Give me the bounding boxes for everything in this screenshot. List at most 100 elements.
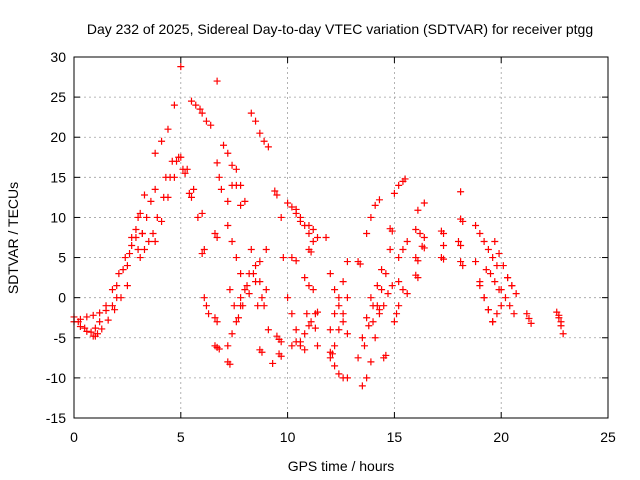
data-point: [228, 330, 236, 338]
axis-ticks: 0 5 10 15 20 25 -15 -10 -5 0 5 10 15 20 25 30: [46, 49, 616, 445]
data-series-arc-34: [271, 187, 281, 199]
data-point: [375, 310, 383, 318]
data-point: [234, 314, 242, 322]
data-point: [217, 185, 225, 193]
data-series-arc-15: [198, 109, 215, 129]
data-point: [273, 191, 281, 199]
data-point: [335, 326, 343, 334]
data-point: [416, 229, 424, 237]
data-point: [314, 342, 322, 350]
data-series-arc-67: [395, 238, 411, 262]
data-point: [249, 270, 257, 278]
y-tick-label: 30: [50, 49, 66, 65]
x-tick-label: 10: [280, 429, 296, 445]
data-series-arc-85: [476, 282, 505, 326]
plot-frame: [73, 56, 609, 419]
data-series-arc-89: [504, 274, 520, 298]
data-series-arc-23: [211, 342, 223, 353]
data-series-arc-28: [226, 278, 260, 322]
data-point: [213, 159, 221, 167]
x-tick-label: 5: [177, 429, 185, 445]
data-point: [153, 213, 161, 221]
data-series-arc-35: [273, 332, 285, 346]
data-point: [258, 348, 266, 356]
data-point: [220, 141, 228, 149]
data-point: [343, 374, 351, 382]
data-series-arc-45: [303, 310, 319, 332]
data-point: [487, 270, 495, 278]
y-tick-label: 0: [58, 290, 66, 306]
data-point: [480, 238, 488, 246]
data-point: [367, 294, 375, 302]
data-point: [292, 326, 300, 334]
data-point: [262, 246, 270, 254]
data-series-arc-77: [437, 254, 448, 263]
data-series-arc-38: [279, 254, 287, 262]
data-series-arc-31: [247, 109, 272, 151]
data-point: [309, 225, 317, 233]
data-point: [335, 294, 343, 302]
data-point: [497, 302, 505, 310]
data-point: [331, 342, 339, 350]
data-point: [205, 310, 213, 318]
data-series-arc-04: [91, 282, 131, 340]
data-point: [343, 330, 351, 338]
data-point: [277, 213, 285, 221]
data-point: [264, 326, 272, 334]
data-series-arc-22: [211, 314, 221, 326]
data-point: [322, 234, 330, 241]
data-series-arc-03: [76, 294, 121, 323]
data-point: [224, 149, 232, 157]
data-point: [420, 199, 428, 207]
data-point: [160, 193, 168, 201]
data-point: [158, 217, 166, 225]
data-series-arc-42: [288, 338, 309, 354]
data-series-arc-19: [224, 165, 249, 205]
data-series-arc-13: [162, 153, 202, 221]
data-point: [76, 323, 84, 331]
data-point: [326, 326, 334, 334]
data-point: [138, 229, 146, 237]
data-point: [284, 199, 292, 207]
data-point: [277, 338, 285, 346]
data-series-arc-82: [454, 238, 465, 250]
data-point: [87, 328, 95, 336]
data-point: [211, 229, 219, 237]
data-point: [181, 169, 189, 177]
data-series-arc-83: [472, 221, 501, 270]
y-tick-label: -10: [46, 370, 66, 386]
data-point: [369, 318, 377, 326]
data-point: [207, 121, 215, 129]
data-point: [158, 137, 166, 145]
data-series-arc-84: [472, 258, 497, 326]
data-point: [123, 282, 131, 290]
data-point: [194, 213, 202, 221]
data-point: [354, 354, 362, 362]
data-point: [301, 330, 309, 338]
data-point: [247, 109, 255, 117]
data-point: [382, 351, 390, 359]
y-tick-label: 25: [50, 89, 66, 105]
data-point: [121, 254, 129, 262]
data-point: [506, 302, 514, 310]
data-series-arc-49: [311, 308, 322, 318]
data-series-arc-50: [305, 221, 322, 241]
data-series-arc-18: [220, 141, 245, 209]
data-point: [108, 286, 116, 294]
data-point: [117, 294, 125, 302]
data-series-arc-91: [553, 308, 567, 338]
data-point: [480, 294, 488, 302]
data-point: [382, 270, 390, 278]
data-point: [134, 246, 142, 254]
data-point: [292, 205, 300, 213]
data-point: [179, 165, 187, 173]
data-point: [395, 254, 403, 262]
data-point: [271, 187, 279, 195]
data-point: [307, 248, 315, 256]
data-point: [510, 310, 518, 318]
data-point: [198, 209, 206, 217]
data-series-arc-07: [123, 191, 148, 270]
data-point: [256, 278, 264, 286]
data-series-arc-54: [326, 270, 351, 338]
